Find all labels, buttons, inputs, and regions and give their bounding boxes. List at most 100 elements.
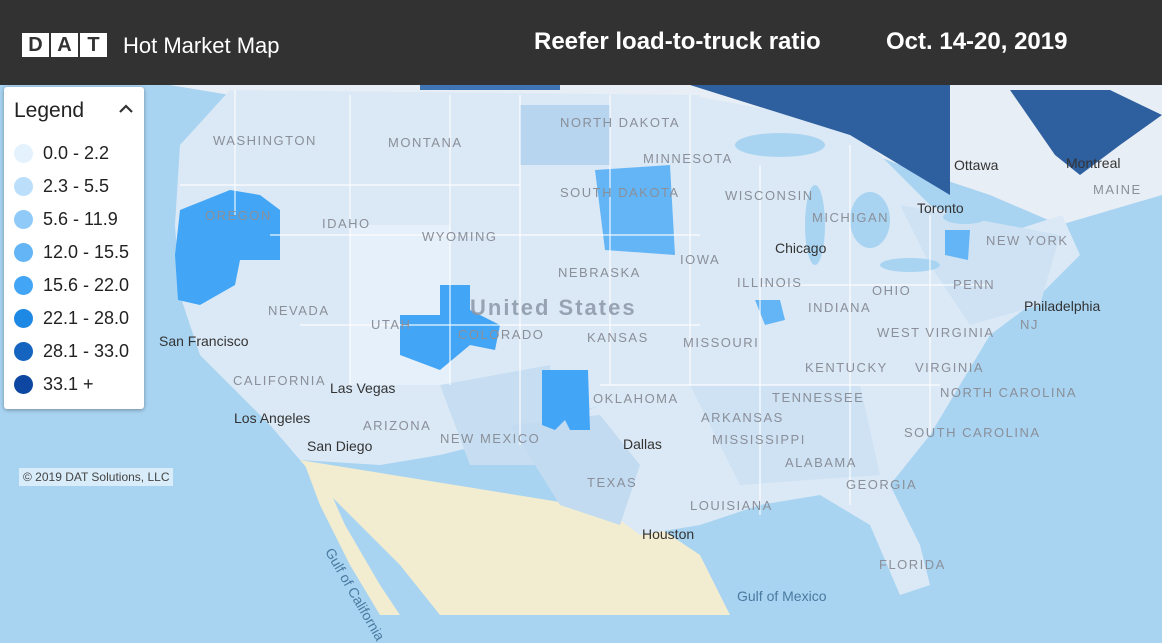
state-label-california: CALIFORNIA [233,373,327,388]
state-label-nj: NJ [1020,317,1039,332]
legend-items: 0.0 - 2.2 2.3 - 5.5 5.6 - 11.9 12.0 - 15… [14,137,129,401]
map-date: Oct. 14-20, 2019 [886,28,1068,55]
state-label-arkansas: ARKANSAS [701,410,784,425]
state-label-louisiana: LOUISIANA [690,498,773,513]
city-label-ottawa: Ottawa [954,157,999,173]
iowa-hot-market [595,165,675,255]
city-label-montreal: Montreal [1066,155,1121,171]
quebec-dark-region [1010,90,1162,175]
indiana-hot-market [755,300,785,325]
state-label-new-mexico: NEW MEXICO [440,431,541,446]
lake-michigan [805,185,825,265]
logo-letter-d: D [22,33,49,57]
legend-title: Legend [14,99,85,122]
state-label-indiana: INDIANA [808,300,872,315]
map-svg[interactable] [0,85,1162,615]
region-northeast [900,205,1060,325]
city-label-philadelphia: Philadelphia [1024,298,1101,314]
legend-item: 15.6 - 22.0 [14,269,129,302]
state-label-nebraska: NEBRASKA [558,265,641,280]
state-label-arizona: ARIZONA [363,418,432,433]
legend-swatch [14,177,33,196]
city-label-san-francisco: San Francisco [159,333,249,349]
region-borders [180,90,990,515]
logo-letter-a: A [51,33,78,57]
state-label-maine: MAINE [1093,182,1142,197]
legend-item: 5.6 - 11.9 [14,203,129,236]
lake-ontario [943,210,987,224]
state-label-south-carolina: SOUTH CAROLINA [904,425,1041,440]
map-title: Reefer load-to-truck ratio [534,28,821,55]
oregon-hot-market [175,190,280,305]
region-southeast [690,385,880,485]
legend-item: 0.0 - 2.2 [14,137,129,170]
state-label-utah: UTAH [371,317,412,332]
state-label-kentucky: KENTUCKY [805,360,888,375]
state-label-north-carolina: NORTH CAROLINA [940,385,1078,400]
region-texas [510,415,640,525]
state-label-washington: WASHINGTON [213,133,317,148]
northeast-hot-market [945,230,970,260]
legend-label: 15.6 - 22.0 [43,275,130,295]
city-label-san-diego: San Diego [307,438,373,454]
state-label-florida: FLORIDA [879,557,946,572]
mexico-land [300,460,730,615]
legend-item: 28.1 - 33.0 [14,335,129,368]
state-label-michigan: MICHIGAN [812,210,889,225]
chevron-up-icon[interactable] [116,99,136,119]
legend-swatch [14,243,33,262]
state-label-alabama: ALABAMA [785,455,857,470]
app-name: Hot Market Map [123,33,280,58]
state-label-oklahoma: OKLAHOMA [593,391,679,406]
region-plains [520,105,610,165]
state-label-tennessee: TENNESSEE [772,390,865,405]
lake-superior [735,133,825,157]
state-label-illinois: ILLINOIS [737,275,803,290]
legend-item: 12.0 - 15.5 [14,236,129,269]
copyright-notice: © 2019 DAT Solutions, LLC [19,468,174,486]
state-label-wisconsin: WISCONSIN [725,188,814,203]
state-label-new-york: NEW YORK [986,233,1069,248]
city-label-los-angeles: Los Angeles [234,410,311,426]
state-label-north-dakota: NORTH DAKOTA [560,115,681,130]
legend-label: 5.6 - 11.9 [43,209,118,229]
state-label-minnesota: MINNESOTA [643,151,733,166]
legend-label: 2.3 - 5.5 [43,176,110,196]
lake-huron [850,192,890,248]
state-label-nevada: NEVADA [268,303,330,318]
legend-label: 0.0 - 2.2 [43,143,110,163]
legend-label: 33.1 + [43,374,94,394]
legend-item: 2.3 - 5.5 [14,170,129,203]
state-label-idaho: IDAHO [322,216,371,231]
legend-swatch [14,276,33,295]
legend-swatch [14,210,33,229]
ontario-dark-region [690,85,950,195]
state-label-texas: TEXAS [587,475,638,490]
state-label-ohio: OHIO [872,283,912,298]
legend-item: 22.1 - 28.0 [14,302,129,335]
city-label-toronto: Toronto [917,200,964,216]
state-label-kansas: KANSAS [587,330,649,345]
state-label-wyoming: WYOMING [422,229,498,244]
city-label-dallas: Dallas [623,436,662,452]
city-label-las-vegas: Las Vegas [330,380,396,396]
dat-logo: D A T [22,33,107,57]
legend-label: 12.0 - 15.5 [43,242,130,262]
legend-panel: Legend 0.0 - 2.2 2.3 - 5.5 5.6 - 11.9 12… [4,87,144,409]
header-bar: D A T Hot Market Map Reefer load-to-truc… [0,0,1162,85]
state-label-oregon: OREGON [205,208,272,223]
map-canvas[interactable]: United States WASHINGTON OREGON IDAHO MO… [0,85,1162,643]
water-label-gulf-of-mexico: Gulf of Mexico [737,588,827,604]
legend-label: 22.1 - 28.0 [43,308,130,328]
city-label-chicago: Chicago [775,240,827,256]
state-label-colorado: COLORADO [458,327,545,342]
state-label-iowa: IOWA [680,252,721,267]
oklahoma-hot-market [542,370,590,430]
state-label-montana: MONTANA [388,135,463,150]
baja-peninsula [305,465,400,615]
state-label-penn: PENN [953,277,996,292]
canada-pale-region [420,85,560,90]
country-label: United States [470,295,637,320]
state-label-west-virginia: WEST VIRGINIA [877,325,995,340]
state-label-virginia: VIRGINIA [915,360,985,375]
